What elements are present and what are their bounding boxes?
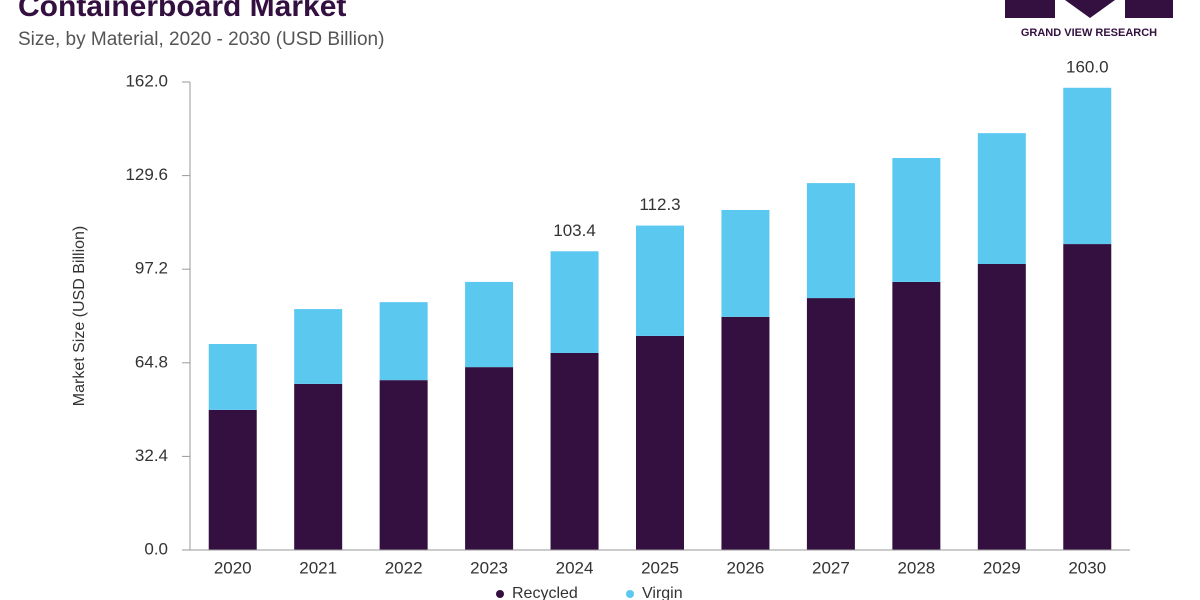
y-tick-label: 64.8: [135, 352, 168, 371]
legend-label: Virgin: [642, 585, 683, 600]
bar-segment: [294, 383, 343, 550]
x-tick-label: 2021: [299, 558, 337, 577]
bar-segment: [294, 309, 343, 384]
bar-segment: [550, 251, 599, 353]
bar-segment: [977, 264, 1026, 550]
bar-segment: [208, 409, 257, 550]
x-tick-label: 2022: [385, 558, 423, 577]
total-label: 112.3: [639, 195, 680, 214]
bar-segment: [379, 302, 428, 381]
chart-subtitle: Size, by Material, 2020 - 2030 (USD Bill…: [18, 29, 384, 50]
bar-segment: [636, 225, 684, 336]
x-tick-label: 2024: [556, 558, 594, 577]
chart-title: Containerboard Market: [18, 0, 346, 23]
bar-segment: [379, 380, 428, 550]
x-tick-label: 2023: [470, 558, 508, 577]
legend-label: Recycled: [512, 585, 578, 600]
logo-block: [1065, 0, 1115, 18]
bar-segment: [892, 157, 941, 282]
bar-segment: [550, 352, 599, 550]
y-tick-label: 129.6: [125, 165, 168, 184]
logo-block: [1125, 0, 1173, 18]
legend-swatch: [626, 590, 634, 598]
bar-segment: [892, 281, 941, 550]
y-tick-label: 32.4: [135, 446, 168, 465]
x-tick-label: 2020: [214, 558, 252, 577]
bar-segment: [465, 281, 514, 368]
x-tick-label: 2025: [641, 558, 679, 577]
bar-segment: [636, 335, 684, 550]
y-axis-label: Market Size (USD Billion): [71, 226, 88, 406]
x-tick-label: 2030: [1068, 558, 1106, 577]
bar-segment: [806, 298, 855, 550]
bar-segment: [806, 183, 855, 299]
total-label: 160.0: [1066, 57, 1109, 76]
brand: GRAND VIEW RESEARCH: [1021, 27, 1157, 39]
x-tick-label: 2026: [727, 558, 765, 577]
total-label: 103.4: [553, 221, 596, 240]
y-tick-label: 0.0: [144, 539, 168, 558]
logo: GRAND VIEW RESEARCH: [1005, 0, 1173, 39]
x-tick-label: 2029: [983, 558, 1021, 577]
bar-segment: [208, 344, 257, 410]
bar-segment: [977, 133, 1026, 264]
legend-swatch: [496, 590, 504, 598]
x-tick-label: 2028: [897, 558, 935, 577]
bar-segment: [721, 316, 770, 550]
x-tick-label: 2027: [812, 558, 850, 577]
bar-segment: [721, 209, 770, 317]
bar-segment: [1063, 244, 1112, 551]
y-tick-label: 97.2: [135, 259, 168, 278]
logo-block: [1005, 0, 1055, 18]
y-tick-label: 162.0: [125, 71, 168, 90]
bar-segment: [465, 367, 514, 550]
bar-segment: [1063, 87, 1112, 245]
